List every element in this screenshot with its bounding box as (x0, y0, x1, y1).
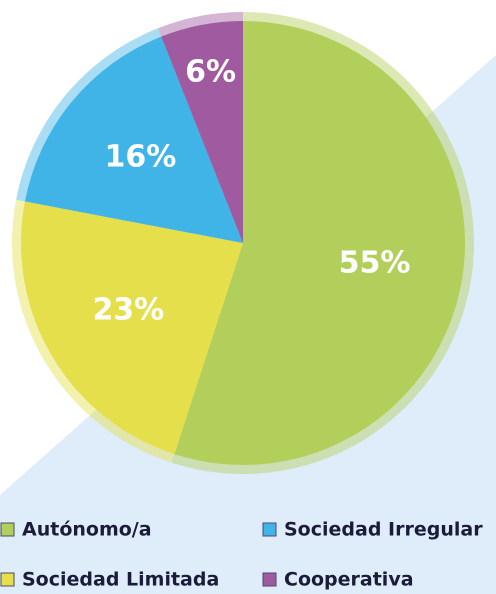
legend: Autónomo/a Sociedad Limitada Sociedad Irre… (0, 519, 483, 591)
slice (24, 36, 243, 244)
slice (161, 21, 243, 243)
legend-swatch (0, 572, 15, 587)
legend-swatch (0, 522, 15, 537)
data-label: 55% (339, 245, 411, 280)
legend-swatch (262, 572, 277, 587)
legend-label: Sociedad Irregular (284, 519, 483, 541)
data-label: 23% (92, 292, 164, 327)
legend-label: Autónomo/a (22, 519, 152, 541)
legend-label: Cooperativa (284, 569, 414, 591)
slice (20, 201, 243, 455)
legend-label: Sociedad Limitada (22, 569, 219, 591)
slice (174, 21, 465, 466)
data-label: 6% (185, 54, 236, 89)
legend-swatch (262, 522, 277, 537)
data-label: 16% (104, 140, 176, 175)
pie: 55% 23% 16% 6% (12, 12, 475, 475)
